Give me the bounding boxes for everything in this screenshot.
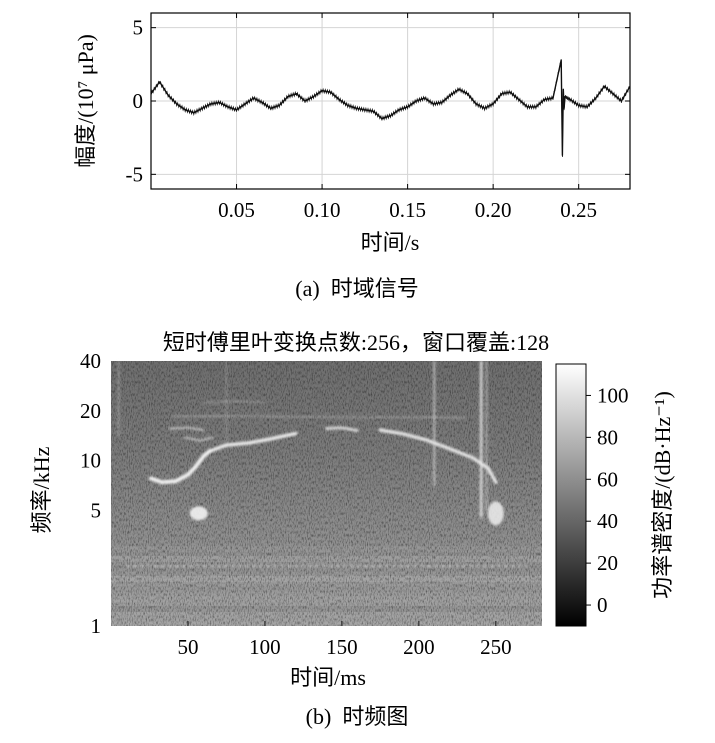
time-domain-signal-noise: [151, 60, 630, 158]
time-domain-caption: (a) 时域信号: [295, 276, 418, 301]
spectrogram-features: [118, 361, 527, 567]
colorbar-tick-label-2: 40: [597, 509, 618, 533]
time-y-tick-label-0: 5: [133, 16, 144, 40]
time-x-tick-label-0: 0.05: [218, 198, 255, 222]
spectrogram-y-axis-label: 频率/kHz: [29, 446, 54, 533]
colorbar-tick-label-3: 60: [597, 467, 618, 491]
time-domain-x-axis-label: 时间/s: [361, 230, 420, 255]
colorbar: 0 20 40 60 80 100 功率谱密度/(dB·Hz⁻¹): [555, 363, 675, 627]
spectrogram-caption: (b) 时频图: [306, 704, 409, 729]
time-x-tick-label-3: 0.20: [475, 198, 512, 222]
spectrogram-image: [111, 361, 542, 626]
colorbar-tick-label-0: 0: [597, 593, 608, 617]
time-y-tick-label-1: 0: [133, 89, 144, 113]
spectrogram-title: 短时傅里叶变换点数:256，窗口覆盖:128: [163, 330, 549, 355]
freq-y-tick-label-1: 5: [91, 498, 102, 522]
spectrogram-contour-descending: [378, 428, 498, 484]
freq-y-tick-label-2: 10: [80, 449, 101, 473]
freq-x-tick-label-0: 50: [177, 635, 198, 659]
freq-y-tick-label-4: 40: [80, 349, 101, 373]
time-x-tick-label-1: 0.10: [304, 198, 341, 222]
time-domain-y-ticks: 5 0 -5: [126, 16, 630, 186]
spectrogram-x-ticks: 50 100 150 200 250: [177, 621, 512, 659]
spectrogram-harmonic-high: [202, 400, 266, 403]
freq-x-tick-label-2: 150: [326, 635, 358, 659]
freq-x-tick-label-1: 100: [249, 635, 281, 659]
freq-x-tick-label-3: 200: [403, 635, 435, 659]
colorbar-tick-label-4: 80: [597, 425, 618, 449]
spectrogram-contour-upper: [168, 426, 205, 431]
colorbar-tick-label-1: 20: [597, 551, 618, 575]
time-domain-plot: 5 0 -5 0.05 0.10 0.15 0.20 0.25 时间/s 幅度/(10⁷ μ…: [73, 12, 631, 301]
time-x-tick-label-2: 0.15: [389, 198, 426, 222]
spectrogram-x-axis-label: 时间/ms: [290, 665, 366, 690]
time-y-tick-label-2: -5: [126, 162, 144, 186]
spectrogram-contour-main: [207, 431, 298, 453]
spectrogram-harmonic-20k: [172, 415, 466, 419]
time-domain-signal-line: [151, 59, 630, 156]
spectrogram-plot: 短时傅里叶变换点数:256，窗口覆盖:128 1 5 10 20 40 50 100 150…: [29, 330, 675, 729]
spectrogram-contour-mid: [325, 426, 359, 432]
time-x-tick-label-4: 0.25: [560, 198, 597, 222]
spectrogram-contour-fragment: [183, 436, 214, 442]
freq-y-tick-label-3: 20: [80, 399, 101, 423]
time-domain-y-axis-label: 幅度/(10⁷ μPa): [73, 34, 98, 168]
colorbar-gradient: [555, 363, 587, 627]
spectrogram-blob-5khz: [189, 506, 208, 521]
time-domain-grid: [151, 13, 630, 189]
colorbar-tick-label-5: 100: [597, 383, 629, 407]
colorbar-label: 功率谱密度/(dB·Hz⁻¹): [650, 391, 675, 599]
spectrogram-y-ticks: 1 5 10 20 40: [80, 349, 101, 638]
freq-y-tick-label-0: 1: [91, 614, 102, 638]
colorbar-ticks: 0 20 40 60 80 100: [586, 383, 629, 617]
freq-x-tick-label-4: 250: [480, 635, 512, 659]
spectrogram-blob-250ms: [487, 501, 504, 526]
spectrogram-contour-low: [149, 449, 212, 485]
time-domain-x-ticks: 0.05 0.10 0.15 0.20 0.25: [218, 13, 597, 222]
